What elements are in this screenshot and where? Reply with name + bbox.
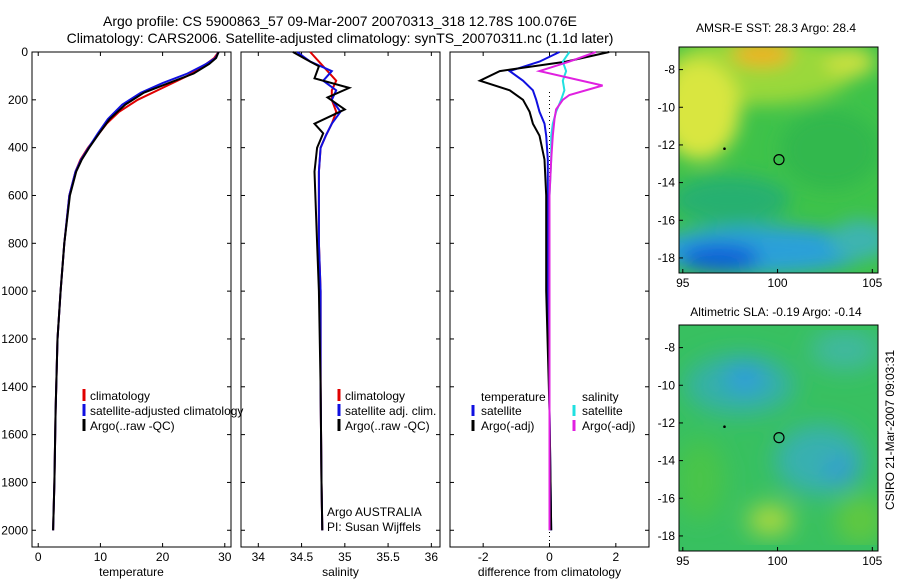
salinity-x-axis-label: salinity	[322, 565, 359, 579]
sla-map: Altimetric SLA: -0.19 Argo: -0.14 95 100 1…	[658, 305, 883, 568]
float-annotation: Argo AUSTRALIA	[327, 505, 422, 519]
sst-map-image	[679, 47, 878, 273]
temperature-x-tick-label: 10	[94, 550, 108, 564]
temperature-series-climatology	[52, 51, 220, 531]
difference-series-temperature-satellite	[507, 51, 560, 531]
sla-lon-tick-label: 105	[862, 554, 882, 568]
salinity-panel: 34 34.5 35 35.5 36 salinity climatologysatelli…	[240, 51, 441, 579]
header-line1: Argo profile: CS 5900863_57 09-Mar-2007 …	[103, 13, 577, 29]
sla-map-image	[679, 325, 878, 551]
sst-map-title: AMSR-E SST: 28.3 Argo: 28.4	[696, 21, 856, 35]
sst-lat-tick-label: -18	[658, 251, 676, 265]
sst-lat-tick-label: -16	[658, 213, 676, 227]
sla-profile-location-marker	[773, 432, 785, 444]
salinity-x-tick-label: 35	[338, 550, 352, 564]
salinity-x-tick-label: 35.5	[376, 550, 400, 564]
difference-x-tick-label: -2	[478, 550, 489, 564]
salinity-legend-label: Argo(..raw -QC)	[345, 419, 430, 433]
difference-legend-label: satellite	[582, 404, 623, 418]
difference-legend-title: temperature	[481, 390, 546, 404]
depth-tick-label: 200	[8, 93, 28, 107]
temperature-x-axis-label: temperature	[99, 565, 164, 579]
difference-series-temperature-argo-adj-	[477, 51, 610, 531]
sla-lat-tick-label: -8	[664, 341, 675, 355]
sst-lon-tick-label: 95	[676, 276, 690, 290]
sla-lat-tick-label: -10	[658, 378, 676, 392]
depth-tick-label: 1600	[1, 428, 28, 442]
footer-stamp: CSIRO 21-Mar-2007 09:03:31	[883, 350, 897, 510]
sla-float-track-point	[723, 425, 726, 429]
sst-lon-tick-label: 100	[768, 276, 788, 290]
sst-float-track-point	[723, 147, 726, 150]
sst-lat-tick-label: -12	[658, 138, 676, 152]
sla-lon-tick-label: 100	[768, 554, 788, 568]
float-annotation: PI: Susan Wijffels	[327, 520, 421, 534]
difference-x-tick-label: 0	[546, 550, 553, 564]
salinity-x-tick-label: 36	[425, 550, 439, 564]
difference-series-salinity-satellite	[548, 51, 571, 531]
temperature-x-tick-label: 30	[218, 550, 232, 564]
header-line2: Climatology: CARS2006. Satellite-adjuste…	[67, 30, 614, 46]
salinity-plot-frame	[240, 51, 441, 548]
difference-legend-label: Argo(-adj)	[481, 419, 534, 433]
sla-lat-tick-label: -16	[658, 491, 676, 505]
sst-lat-tick-label: -8	[664, 63, 675, 77]
temperature-series-argo-raw-qc-	[52, 51, 220, 531]
temperature-x-tick-label: 0	[35, 550, 42, 564]
temperature-panel: 0 10 20 30 temperature 0 200 400 600 800 1000 1200 1…	[1, 45, 243, 579]
sst-lat-tick-label: -10	[658, 100, 676, 114]
sst-map: AMSR-E SST: 28.3 Argo: 28.4 95 100 105 -8 -1…	[658, 21, 883, 290]
salinity-legend-label: satellite adj. clim.	[345, 404, 436, 418]
sla-lon-tick-label: 95	[676, 554, 690, 568]
salinity-x-tick-label: 34.5	[290, 550, 314, 564]
difference-legend-label: satellite	[481, 404, 522, 418]
sst-lon-tick-label: 105	[862, 276, 882, 290]
sla-lat-tick-label: -12	[658, 416, 676, 430]
depth-tick-label: 800	[8, 236, 28, 250]
depth-tick-label: 1000	[1, 284, 28, 298]
temperature-legend-label: Argo(..raw -QC)	[90, 419, 175, 433]
difference-legend-title: salinity	[582, 390, 619, 404]
sst-lat-tick-label: -14	[658, 176, 676, 190]
depth-tick-label: 2000	[1, 523, 28, 537]
temperature-plot-frame	[31, 51, 232, 548]
difference-x-tick-label: 2	[612, 550, 619, 564]
salinity-series-argo-raw-qc-	[292, 51, 353, 531]
depth-tick-label: 600	[8, 188, 28, 202]
temperature-legend-label: climatology	[90, 389, 150, 403]
salinity-x-tick-label: 34	[252, 550, 266, 564]
depth-tick-label: 1400	[1, 380, 28, 394]
depth-tick-label: 0	[21, 45, 28, 59]
difference-x-axis-label: difference from climatology	[478, 565, 621, 579]
temperature-legend-label: satellite-adjusted climatology	[90, 404, 243, 418]
depth-tick-label: 1200	[1, 332, 28, 346]
sst-profile-location-marker	[773, 154, 785, 166]
sla-map-title: Altimetric SLA: -0.19 Argo: -0.14	[690, 305, 862, 319]
sla-lat-tick-label: -14	[658, 454, 676, 468]
depth-tick-label: 1800	[1, 475, 28, 489]
sla-lat-tick-label: -18	[658, 529, 676, 543]
difference-legend-label: Argo(-adj)	[582, 419, 635, 433]
salinity-legend-label: climatology	[345, 389, 405, 403]
temperature-x-tick-label: 20	[156, 550, 170, 564]
temperature-series-satellite-adjusted-climatology	[52, 51, 220, 531]
depth-tick-label: 400	[8, 141, 28, 155]
difference-series-salinity-argo-adj-	[535, 51, 603, 531]
